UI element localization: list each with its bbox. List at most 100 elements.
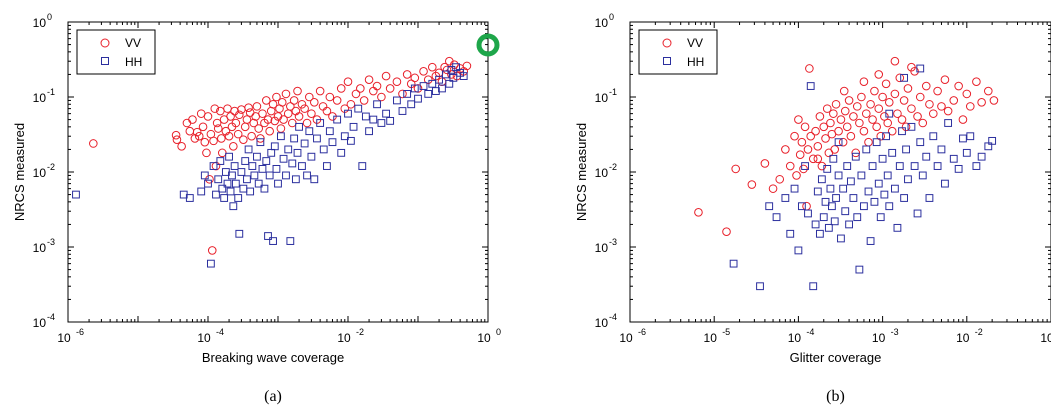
hh-point [282, 171, 290, 180]
y-tick-exponent: -3 [47, 237, 55, 247]
hh-point [874, 179, 883, 188]
vv-point [775, 174, 785, 184]
vv-point [198, 122, 208, 132]
hh-point [431, 87, 440, 95]
vv-point [864, 137, 873, 147]
hh-point [898, 127, 906, 136]
vv-point [803, 145, 813, 154]
hh-point [959, 134, 967, 143]
vv-point [760, 159, 770, 168]
hh-point [839, 184, 848, 193]
hh-point [860, 202, 868, 211]
hh-point [220, 194, 229, 202]
vv-point [907, 104, 916, 113]
x-tick-label: 10 [477, 331, 491, 345]
x-tick-exponent: -6 [76, 327, 84, 337]
legend-vv-marker [662, 38, 672, 48]
vv-point [989, 96, 999, 105]
x-tick-label: 10 [704, 331, 718, 345]
vv-point [805, 64, 814, 73]
vv-point [940, 75, 950, 85]
hh-point [941, 179, 949, 188]
vv-point [229, 142, 238, 151]
hh-point [382, 109, 390, 118]
hh-point [293, 148, 302, 157]
hh-point [851, 152, 860, 161]
vv-point [322, 106, 332, 116]
vv-point [194, 131, 204, 141]
hh-point [821, 197, 830, 206]
vv-point [207, 246, 217, 255]
vv-point [287, 118, 297, 128]
y-tick-label: 10 [33, 166, 47, 180]
vv-point [831, 99, 841, 109]
vv-point [343, 77, 353, 86]
vv-point [276, 124, 286, 133]
y-tick-exponent: 0 [609, 12, 614, 22]
vv-point [244, 103, 253, 113]
vv-point [235, 110, 244, 120]
vv-point [385, 84, 395, 93]
hh-point [393, 96, 401, 105]
hh-point [253, 152, 261, 161]
vv-point [819, 122, 829, 132]
hh-point [209, 162, 218, 170]
vv-point [318, 102, 328, 111]
hh-point [944, 119, 953, 127]
hh-point [254, 179, 263, 188]
hh-point [845, 220, 853, 229]
x-tick-label: 10 [956, 331, 970, 345]
hh-point [276, 132, 285, 141]
vv-point [402, 70, 412, 79]
vv-point [868, 115, 877, 124]
hh-point [328, 138, 337, 147]
hh-point [843, 162, 852, 170]
hh-point [258, 164, 267, 173]
hh-point [872, 138, 881, 147]
vv-point [423, 75, 433, 85]
data-points [72, 56, 472, 268]
vv-point [813, 142, 823, 151]
y-tick-exponent: -1 [609, 87, 617, 97]
hh-point [801, 162, 809, 170]
hh-point [243, 175, 251, 184]
vv-point [442, 65, 452, 75]
hh-point [846, 177, 855, 186]
vv-point [943, 106, 953, 116]
legend-hh-label: HH [125, 55, 142, 69]
vv-point [419, 67, 428, 76]
hh-point [286, 237, 295, 245]
vv-point [876, 131, 886, 141]
vv-point [972, 77, 981, 86]
vv-point [883, 118, 893, 128]
hh-point [373, 100, 381, 109]
vv-point [792, 171, 801, 180]
panel-b: 10-610-510-410-310-210-110-410-310-210-1… [574, 12, 1051, 405]
vv-point [874, 104, 884, 113]
hh-point [891, 184, 899, 193]
vv-point [977, 97, 986, 107]
hh-point [323, 162, 331, 170]
hh-point [216, 157, 225, 165]
hh-point [231, 179, 240, 188]
vv-point [813, 154, 823, 164]
hh-point [419, 82, 428, 90]
hh-point [828, 202, 836, 211]
x-tick-label: 10 [337, 331, 351, 345]
x-tick-label: 10 [197, 331, 211, 345]
vv-point [921, 81, 931, 91]
vv-point [811, 126, 820, 136]
hh-point [866, 237, 875, 245]
vv-point [239, 135, 248, 144]
vv-point [870, 86, 879, 96]
hh-point [325, 127, 334, 136]
vv-point [209, 136, 218, 146]
vv-point [855, 118, 864, 128]
vv-point [211, 161, 221, 171]
vv-point [325, 92, 335, 102]
hh-point [290, 134, 299, 143]
legend: VV HH [76, 29, 156, 75]
vv-point [281, 89, 291, 99]
legend-hh-label: HH [687, 55, 704, 69]
vv-point [826, 118, 835, 128]
